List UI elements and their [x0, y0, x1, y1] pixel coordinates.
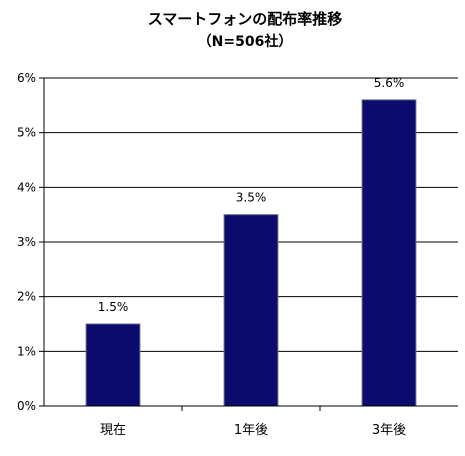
x-tick-label: 現在	[100, 423, 126, 438]
chart-title: スマートフォンの配布率推移	[148, 10, 343, 28]
bars	[85, 99, 417, 407]
bar	[361, 99, 417, 407]
data-labels: 1.5% 3.5% 5.6%	[98, 76, 405, 314]
axes: 0% 1% 2% 3% 4% 5% 6% 現在 1年後 3年後	[17, 71, 458, 438]
data-label: 5.6%	[374, 76, 405, 90]
x-tick-label: 1年後	[234, 423, 268, 438]
y-tick-label: 4%	[17, 180, 36, 194]
y-tick-label: 2%	[17, 290, 36, 304]
x-tick-label: 3年後	[372, 423, 406, 438]
y-tick-label: 0%	[17, 399, 36, 413]
data-label: 3.5%	[236, 191, 267, 205]
data-label: 1.5%	[98, 300, 129, 314]
chart-subtitle: （N=506社）	[198, 33, 293, 50]
y-tick-label: 5%	[17, 126, 36, 140]
y-tick-label: 3%	[17, 235, 36, 249]
bar	[223, 214, 279, 407]
y-tick-label: 6%	[17, 71, 36, 85]
y-tick-label: 1%	[17, 344, 36, 358]
bar	[85, 323, 141, 407]
